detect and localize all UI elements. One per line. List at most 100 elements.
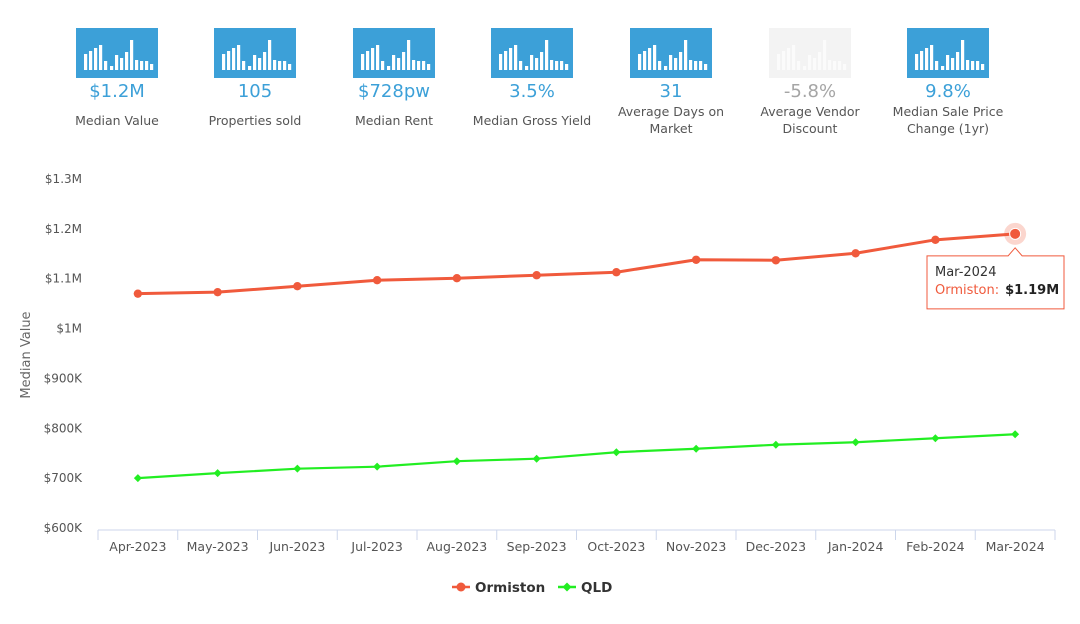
icon-bar	[135, 60, 139, 70]
icon-bar	[828, 60, 832, 70]
icon-background	[769, 28, 851, 78]
icon-bar	[84, 54, 88, 70]
icon-bar	[499, 54, 503, 70]
x-tick-label: Feb-2024	[906, 539, 965, 554]
data-point	[612, 448, 621, 457]
stat-median-value[interactable]: $1.2M Median Value	[47, 28, 187, 137]
icon-bar	[283, 61, 287, 70]
stat-median-gross-yield[interactable]: 3.5% Median Gross Yield	[462, 28, 602, 137]
icon-bar	[684, 40, 688, 70]
legend-marker	[562, 582, 572, 592]
bar-chart-icon	[214, 28, 296, 78]
y-tick-label: $900K	[44, 371, 84, 385]
data-point	[213, 469, 222, 478]
icon-bar	[925, 48, 929, 70]
y-tick-label: $1.3M	[45, 172, 82, 186]
series-line	[137, 433, 1016, 480]
tooltip-date: Mar-2024	[935, 265, 996, 280]
icon-bar	[253, 55, 257, 70]
tooltip-box	[926, 247, 1065, 310]
icon-bar	[540, 52, 544, 70]
icon-bar	[560, 61, 564, 70]
icon-bar	[658, 61, 662, 70]
icon-bar	[550, 60, 554, 70]
y-gridlines	[98, 178, 1055, 479]
x-tick-label: Oct-2023	[587, 539, 645, 554]
icon-bar	[530, 55, 534, 70]
bar-chart-icon-svg	[214, 28, 296, 78]
icon-bar	[422, 61, 426, 70]
y-tick-label: $800K	[44, 421, 84, 435]
icon-bar	[920, 51, 924, 70]
icon-bar	[381, 61, 385, 70]
x-tick-label: Mar-2024	[986, 539, 1045, 554]
data-point	[133, 474, 142, 483]
data-point	[532, 271, 541, 280]
stat-median-sale-price-change[interactable]: 9.8% Median Sale Price Change (1yr)	[878, 28, 1018, 137]
bar-chart-icon	[491, 28, 573, 78]
icon-bar	[818, 52, 822, 70]
legend: Ormiston QLD	[452, 580, 612, 596]
icon-bar	[813, 58, 817, 70]
icon-bar	[288, 64, 292, 70]
bar-chart-icon-svg	[769, 28, 851, 78]
stat-average-days-on-market[interactable]: 31 Average Days on Market	[601, 28, 741, 137]
icon-bar	[674, 58, 678, 70]
icon-bar	[99, 45, 103, 70]
stat-value: $1.2M	[89, 81, 145, 102]
icon-bar	[565, 64, 569, 70]
stats-bar: $1.2M Median Value 105 Properties sold $…	[0, 0, 1080, 150]
icon-bar	[273, 60, 277, 70]
icon-bar	[232, 48, 236, 70]
stat-median-rent[interactable]: $728pw Median Rent	[324, 28, 464, 137]
legend-item-ormiston[interactable]: Ormiston	[452, 580, 545, 596]
icon-bar	[638, 54, 642, 70]
legend-marker	[456, 582, 466, 592]
icon-bar	[935, 61, 939, 70]
x-tick-label: Nov-2023	[666, 539, 726, 554]
icon-bar	[519, 61, 523, 70]
icon-bar	[797, 61, 801, 70]
icon-background	[76, 28, 158, 78]
stat-value: 105	[237, 81, 273, 102]
icon-bar	[694, 61, 698, 70]
icon-bar	[545, 40, 549, 70]
icon-bar	[704, 64, 708, 70]
icon-bar	[946, 55, 950, 70]
data-point	[372, 276, 382, 285]
x-tick-label: Jan-2024	[827, 539, 884, 554]
stat-label: Average Vendor Discount	[760, 104, 860, 136]
icon-background	[214, 28, 296, 78]
data-point	[293, 281, 302, 291]
data-point	[851, 438, 860, 447]
median-value-chart: $600K $700K $800K $900K $1M $1.1M $1.2M $1.3M A…	[19, 172, 1065, 596]
icon-bar	[120, 58, 124, 70]
icon-bar	[366, 51, 370, 70]
legend-item-qld[interactable]: QLD	[558, 580, 612, 596]
icon-bar	[956, 52, 960, 70]
bar-chart-icon	[630, 28, 712, 78]
data-point	[612, 268, 621, 277]
icon-bar	[514, 45, 518, 70]
y-tick-label: $1.1M	[45, 272, 82, 286]
icon-bar	[89, 51, 93, 70]
icon-bar	[371, 48, 375, 70]
stat-average-vendor-discount[interactable]: -5.8% Average Vendor Discount	[740, 28, 880, 137]
icon-bar	[222, 54, 226, 70]
y-axis-ticks: $600K $700K $800K $900K $1M $1.1M $1.2M $1.3M	[44, 172, 84, 535]
data-point	[692, 444, 701, 453]
stat-label: Average Days on Market	[617, 104, 725, 136]
bar-chart-icon-svg	[76, 28, 158, 78]
data-point	[771, 256, 781, 265]
stat-properties-sold[interactable]: 105 Properties sold	[185, 28, 325, 137]
icon-bar	[140, 61, 144, 70]
icon-bar	[976, 61, 980, 70]
icon-background	[907, 28, 989, 78]
stat-value: $728pw	[358, 81, 430, 102]
icon-bar	[961, 40, 965, 70]
data-point	[931, 434, 940, 443]
icon-bar	[971, 61, 975, 70]
icon-bar	[555, 61, 559, 70]
icon-bar	[110, 66, 114, 70]
icon-bar	[509, 48, 513, 70]
